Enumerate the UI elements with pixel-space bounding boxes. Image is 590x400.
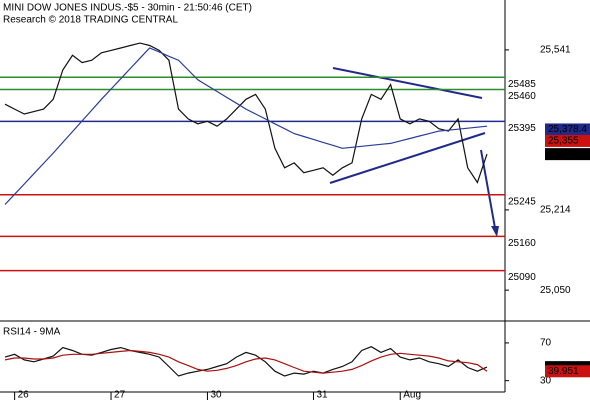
price-tag xyxy=(545,148,590,161)
level-label: 25460 xyxy=(508,91,536,102)
arrow xyxy=(480,149,496,229)
level-label: 25090 xyxy=(508,272,536,283)
y-tick-label: 25,541 xyxy=(540,45,571,56)
price-tag xyxy=(545,123,590,136)
y-tick-label: 25,050 xyxy=(540,285,571,296)
arrow-head xyxy=(491,226,499,237)
chart-title: MINI DOW JONES INDUS.-$5 - 30min - 21:50… xyxy=(3,3,252,14)
level-label: 25245 xyxy=(508,196,536,207)
y-tick-label: 30 xyxy=(540,375,552,386)
x-tick-label: 26 xyxy=(18,390,30,400)
price-tag xyxy=(545,134,590,147)
trend-line xyxy=(332,67,483,99)
series-line xyxy=(4,42,488,184)
chart-subtitle: Research © 2018 TRADING CENTRAL xyxy=(3,15,178,26)
level-label: 25395 xyxy=(508,123,536,134)
trend-line xyxy=(329,132,486,184)
level-label: 25485 xyxy=(508,79,536,90)
price-tag-label: 25,355 xyxy=(548,136,579,147)
x-tick-label: 30 xyxy=(210,390,222,400)
x-tick-label: Aug xyxy=(403,390,421,400)
x-tick-label: 27 xyxy=(114,390,126,400)
price-tag-label: 25,378.4 xyxy=(548,124,587,135)
price-tag xyxy=(545,365,590,378)
series-line xyxy=(4,47,488,205)
y-tick-label: 70 xyxy=(540,338,552,349)
price-tag-label: 25,328 xyxy=(548,149,579,160)
series-line xyxy=(4,349,488,374)
indicator-title: RSI14 - 9MA xyxy=(3,327,61,338)
x-tick-label: 31 xyxy=(316,390,328,400)
level-label: 25160 xyxy=(508,238,536,249)
price-tag-label: 39.951 xyxy=(548,366,579,377)
y-tick-label: 25,214 xyxy=(540,205,571,216)
